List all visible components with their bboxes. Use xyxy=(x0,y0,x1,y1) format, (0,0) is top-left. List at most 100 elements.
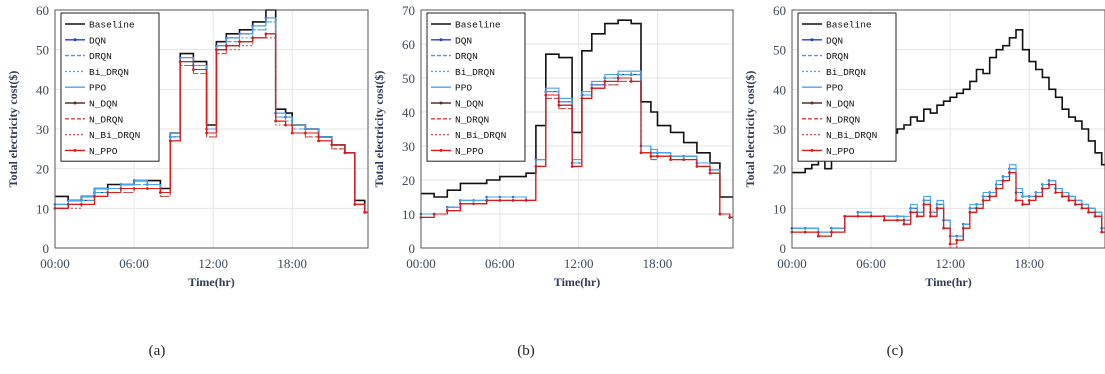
series-point xyxy=(544,93,548,97)
legend-entry-baseline: Baseline xyxy=(455,20,501,31)
series-point xyxy=(485,199,489,202)
series-point xyxy=(570,165,574,168)
series-point xyxy=(590,86,594,90)
legend-entry-dqn: DQN xyxy=(455,35,472,46)
y-tick-label: 60 xyxy=(402,37,415,52)
y-tick-label: 20 xyxy=(402,173,415,188)
legend-entry-ppo: PPO xyxy=(826,83,843,94)
series-point xyxy=(192,68,195,71)
x-tick-label: 12:00 xyxy=(198,256,228,271)
series-point xyxy=(616,76,620,80)
legend-entry-drqn: DRQN xyxy=(826,51,849,62)
series-point xyxy=(909,211,912,214)
series-point xyxy=(728,216,731,219)
legend-entry-n-drqn: N_DRQN xyxy=(455,114,489,125)
legend-marker xyxy=(439,101,443,105)
legend-entry-n-drqn: N_DRQN xyxy=(89,114,123,125)
series-point xyxy=(1054,191,1057,194)
series-point xyxy=(856,215,860,218)
series-point xyxy=(1041,187,1044,190)
y-tick-label: 30 xyxy=(36,122,49,137)
series-point xyxy=(981,199,985,202)
legend-entry-drqn: DRQN xyxy=(89,51,112,62)
chart-panel-1: 0 10 20 30 40 50 60 00:00 06:00 12:00 18:00 Total e… xyxy=(6,3,369,289)
y-tick-label: 0 xyxy=(43,241,50,256)
series-point xyxy=(251,36,254,40)
series-point xyxy=(472,202,475,206)
y-tick-label: 10 xyxy=(402,207,415,222)
legend-entry-dqn: DQN xyxy=(89,35,106,46)
series-point xyxy=(524,199,528,202)
series-point xyxy=(902,222,906,226)
legend-marker xyxy=(73,38,77,42)
series-point xyxy=(1074,203,1077,206)
series-point xyxy=(215,48,218,51)
series-point xyxy=(498,199,502,202)
panel-caption: (b) xyxy=(517,343,535,359)
series-point xyxy=(1087,211,1090,214)
series-point xyxy=(948,242,952,246)
series-point xyxy=(169,139,172,143)
x-tick-label: 18:00 xyxy=(643,256,673,271)
series-point xyxy=(656,154,659,158)
y-tick-label: 10 xyxy=(773,201,786,216)
series-point xyxy=(869,215,873,218)
series-point xyxy=(603,80,607,83)
legend-marker xyxy=(73,148,77,152)
series-point xyxy=(1021,203,1024,206)
y-tick-label: 60 xyxy=(36,3,49,18)
y-tick-label: 70 xyxy=(402,3,415,18)
legend-entry-bi-drqn: Bi_DRQN xyxy=(455,67,495,78)
series-line-drqn xyxy=(792,168,1105,237)
series-point xyxy=(1014,199,1018,202)
x-tick-label: 12:00 xyxy=(564,256,594,271)
panel-caption: (c) xyxy=(887,343,904,359)
series-point xyxy=(962,226,965,230)
legend-entry-n-dqn: N_DQN xyxy=(89,99,118,110)
plot-frame xyxy=(791,9,1105,249)
series-point xyxy=(459,202,462,206)
series-point xyxy=(922,203,926,206)
series-line-ppo xyxy=(421,70,733,218)
series-point xyxy=(669,158,672,161)
series-point xyxy=(896,218,899,222)
series-point xyxy=(695,165,699,168)
series-line-bi-drqn xyxy=(792,168,1105,237)
series-point xyxy=(1060,195,1064,198)
x-tick-label: 18:00 xyxy=(1014,256,1044,271)
series-point xyxy=(264,32,268,36)
legend-entry-n-dqn: N_DQN xyxy=(455,99,484,110)
series-line-baseline xyxy=(421,19,733,198)
series-point xyxy=(883,218,886,222)
y-axis-label: Total electricity cost($) xyxy=(372,71,386,188)
series-point xyxy=(817,234,820,238)
series-line-n-ppo xyxy=(55,33,368,213)
legend-entry-baseline: Baseline xyxy=(826,20,872,31)
series-point xyxy=(955,238,958,242)
series-point xyxy=(988,195,991,198)
series-point xyxy=(975,207,978,210)
legend-entry-ppo: PPO xyxy=(455,83,472,94)
legend-entry-n-ppo: N_PPO xyxy=(89,146,118,157)
legend-marker xyxy=(810,148,814,152)
y-tick-label: 40 xyxy=(773,82,786,97)
x-tick-label: 00:00 xyxy=(777,256,807,271)
x-tick-label: 06:00 xyxy=(856,256,886,271)
series-point xyxy=(1080,207,1084,210)
series-point xyxy=(132,187,136,190)
legend-entry-bi-drqn: Bi_DRQN xyxy=(89,67,129,78)
plot-frame xyxy=(420,9,734,249)
series-point xyxy=(317,139,320,143)
series-point xyxy=(146,187,149,190)
legend-entry-n-ppo: N_PPO xyxy=(826,146,855,157)
legend: Baseline DQN DRQN Bi_DRQN PPO N_DQN N_DRQN N_Bi… xyxy=(797,12,897,162)
series-point xyxy=(363,211,367,214)
series-point xyxy=(915,215,919,218)
legend-entry-n-dqn: N_DQN xyxy=(826,99,855,110)
x-tick-label: 00:00 xyxy=(40,256,70,271)
series-point xyxy=(284,123,287,127)
series-line-n-ppo xyxy=(792,172,1105,245)
series-point xyxy=(119,187,123,190)
series-point xyxy=(290,131,294,135)
series-line-n-drqn xyxy=(792,172,1105,249)
